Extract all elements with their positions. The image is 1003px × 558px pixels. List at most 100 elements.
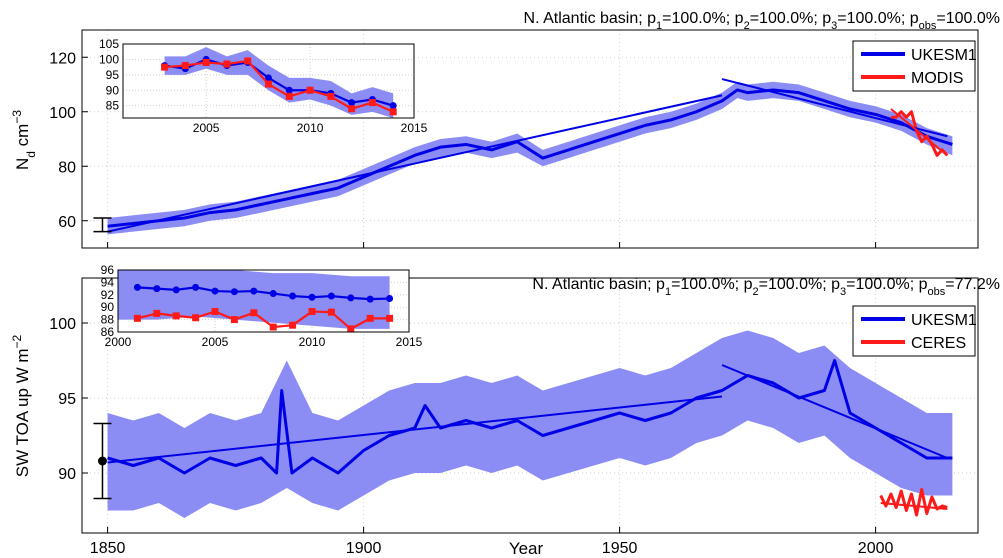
inset-obs-marker — [386, 314, 394, 322]
inset-obs-marker — [211, 308, 219, 316]
inset-ukesm1-marker — [386, 295, 394, 303]
inset-obs-marker — [327, 308, 335, 316]
inset-y-tick-label: 88 — [101, 313, 115, 327]
axes-frame — [81, 277, 979, 534]
inset-obs-marker — [368, 99, 376, 107]
axes-frame — [81, 29, 979, 249]
inset-x-tick-label: 2005 — [193, 121, 220, 135]
inset-obs-marker — [347, 325, 355, 333]
inset-y-tick-label: 90 — [106, 83, 120, 97]
inset-x-tick-label: 2010 — [297, 121, 324, 135]
ukesm1-trend-line — [107, 395, 723, 464]
y-tick-label: 100 — [49, 105, 76, 122]
inset-ukesm1-marker — [230, 288, 238, 296]
y-axis-label: Nd cm−3 — [10, 110, 38, 170]
title-subscript: 3 — [840, 286, 846, 298]
inset-x-tick-label: 2000 — [105, 335, 132, 349]
ukesm1-trend-line — [721, 364, 948, 459]
inset-y-tick-label: 86 — [101, 325, 115, 339]
y-axis-label-part: −2 — [10, 334, 24, 348]
inset-obs-marker — [202, 59, 210, 66]
title-subscript: 3 — [831, 20, 837, 32]
title-segment: =100.0%; p — [759, 276, 841, 293]
inset-obs-marker — [244, 57, 252, 65]
inset-ukesm1-band — [118, 270, 390, 329]
inset-obs-marker — [172, 312, 180, 320]
title-segment: =100.0%; p — [846, 276, 928, 293]
y-axis-label-part: cm — [13, 124, 32, 151]
title-segment: =77.2% — [945, 276, 1000, 293]
inset-obs-marker — [230, 316, 238, 324]
x-tick-label: 1850 — [90, 540, 126, 557]
y-tick-label: 120 — [49, 50, 76, 67]
inset-y-tick-label: 100 — [99, 52, 119, 66]
inset-ukesm1-marker — [327, 292, 335, 300]
inset-obs-marker — [192, 314, 200, 322]
error-bar-marker — [97, 456, 107, 466]
inset-ukesm1-marker — [250, 287, 258, 295]
legend-box — [852, 40, 976, 92]
panel-title: N. Atlantic basin; p1=100.0%; p2=100.0%;… — [524, 10, 1000, 32]
inset-ukesm1-marker — [348, 99, 356, 107]
title-subscript: 2 — [744, 20, 750, 32]
inset-x-tick-label: 2015 — [396, 335, 423, 349]
inset-obs-marker — [306, 86, 314, 94]
ukesm1-band — [107, 81, 953, 235]
x-axis-label: Year — [509, 539, 544, 558]
x-tick-label: 2000 — [858, 540, 894, 557]
inset-ukesm1-marker — [172, 286, 180, 294]
y-tick-label: 95 — [58, 391, 76, 408]
plot-data — [107, 330, 953, 518]
inset-obs-marker — [250, 309, 258, 317]
modis-line — [890, 110, 949, 157]
y-tick-label: 100 — [49, 316, 76, 333]
y-axis-label-part: −3 — [10, 110, 24, 124]
inset-x-tick-label: 2010 — [299, 335, 326, 349]
inset-obs-marker — [289, 321, 297, 329]
inset-ukesm1-marker — [133, 283, 141, 291]
inset-obs-marker — [181, 62, 189, 70]
title-segment: =100.0%; p — [671, 276, 753, 293]
inset-y-tick-label: 94 — [101, 275, 115, 289]
title-segment: N. Atlantic basin; p — [532, 276, 665, 293]
ukesm1-line — [107, 88, 953, 228]
inset-y-tick-label: 95 — [106, 68, 120, 82]
inset-ukesm1-marker — [347, 294, 355, 302]
inset-ukesm1-marker — [308, 293, 316, 301]
inset-obs-marker — [133, 314, 141, 322]
y-axis-label: SW TOA up W m−2 — [10, 334, 32, 477]
title-subscript: obs — [919, 20, 937, 32]
inset-ukesm1-marker — [366, 295, 374, 303]
inset-ukesm1-marker — [211, 287, 219, 295]
ukesm1-line — [107, 359, 953, 475]
inset-x-tick-label: 2005 — [202, 335, 229, 349]
inset-obs-marker — [366, 314, 374, 322]
title-segment: =100.0%; p — [750, 10, 832, 27]
inset-y-tick-label: 96 — [101, 263, 115, 277]
inset-obs-marker — [327, 92, 335, 100]
inset-ukesm1-marker — [269, 290, 277, 298]
inset-ukesm1-marker — [153, 285, 161, 293]
inset-obs-marker — [161, 63, 169, 71]
title-segment: =100.0% — [936, 10, 1000, 27]
y-axis-label-part: SW TOA up W m — [13, 348, 32, 477]
inset-ukesm1-marker — [289, 292, 297, 300]
inset-ukesm1-marker — [389, 102, 397, 110]
inset-obs-marker — [348, 105, 356, 113]
legend-label: UKESM1 — [911, 312, 977, 329]
y-tick-label: 80 — [58, 159, 76, 176]
inset-obs-marker — [153, 309, 161, 317]
x-tick-label: 1950 — [602, 540, 638, 557]
panel-bottom: 90 95 100 1850 1900 1950 2000 SW TOA up W m−2 UK… — [10, 276, 1000, 557]
inset-obs-marker — [389, 108, 397, 116]
ukesm1-trend-line — [721, 78, 948, 138]
legend-label: UKESM1 — [911, 47, 977, 64]
inset-obs-marker — [285, 92, 293, 100]
inset-obs-marker — [223, 60, 231, 68]
title-subscript: obs — [928, 286, 946, 298]
title-segment: =100.0%; p — [662, 10, 744, 27]
title-segment: N. Atlantic basin; p — [524, 10, 657, 27]
